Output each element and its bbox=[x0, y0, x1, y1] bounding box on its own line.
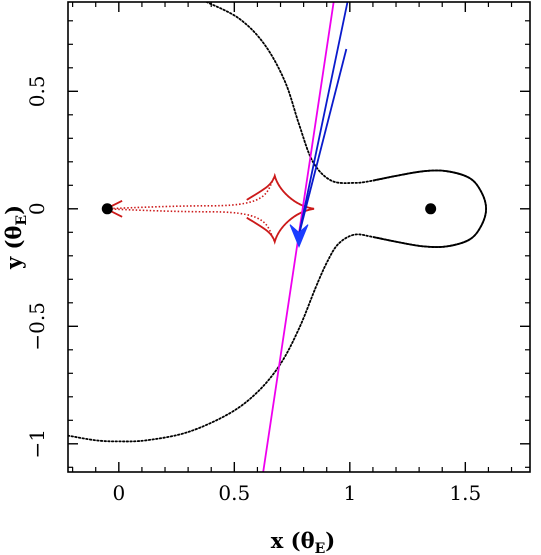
axis-ticks: 0 0.5 1 1.5 −1 −0.5 0 0.5 bbox=[25, 2, 530, 505]
motion-arrow-1 bbox=[298, 48, 348, 235]
y-tick-label: −1 bbox=[25, 429, 49, 458]
y-axis-label: y (θE) bbox=[1, 205, 30, 270]
y-tick-label: 0.5 bbox=[25, 75, 49, 107]
lens-point-2 bbox=[425, 203, 437, 215]
x-axis-label-text: x (θ bbox=[271, 528, 315, 553]
y-axis-label-text: y (θ bbox=[1, 226, 26, 270]
motion-arrow-2 bbox=[298, 2, 349, 235]
x-tick-label: 1.5 bbox=[449, 481, 481, 505]
critical-curve-solid bbox=[372, 169, 488, 249]
caustic-right-lobe bbox=[246, 172, 315, 245]
x-axis-label-close: ) bbox=[325, 528, 335, 553]
x-axis-label: x (θE) bbox=[271, 528, 335, 555]
y-axis-label-subscript: E bbox=[14, 215, 30, 226]
plot-area bbox=[68, 2, 488, 472]
arrowhead bbox=[289, 224, 309, 248]
x-tick-label: 1 bbox=[343, 481, 356, 505]
x-tick-label: 0.5 bbox=[218, 481, 250, 505]
x-tick-label: 0 bbox=[112, 481, 125, 505]
caustic-curve bbox=[106, 173, 315, 244]
y-axis-label-close: ) bbox=[1, 205, 26, 215]
y-tick-label: 0 bbox=[25, 202, 49, 215]
x-axis-label-subscript: E bbox=[315, 541, 326, 555]
y-tick-label: −0.5 bbox=[25, 302, 49, 351]
plot-frame bbox=[67, 1, 531, 473]
lens-point-1 bbox=[101, 203, 113, 215]
